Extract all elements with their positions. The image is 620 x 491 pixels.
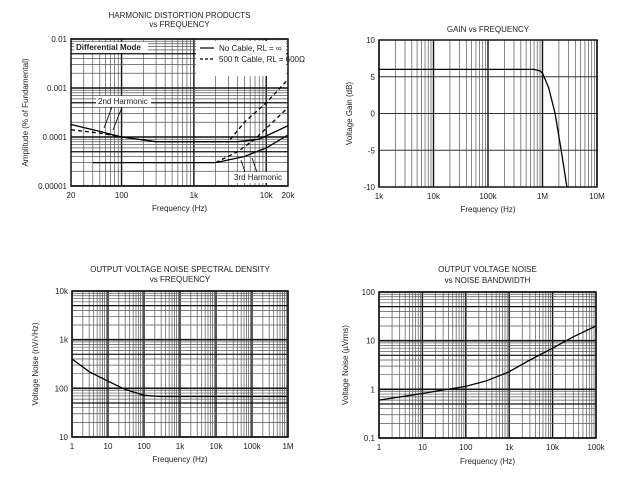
x-tick-label: 1M — [282, 442, 293, 451]
y-tick-label: 1 — [371, 385, 376, 394]
x-tick-label: 10M — [589, 192, 605, 201]
y-tick-label: 1k — [60, 336, 69, 345]
plot-frame — [71, 290, 289, 438]
mode-label-bg — [74, 42, 148, 53]
y-tick-label: 5 — [371, 73, 376, 82]
plot-frame — [378, 39, 598, 188]
series-line-1 — [70, 123, 289, 143]
x-tick-label: 20 — [67, 191, 76, 200]
chart-title: OUTPUT VOLTAGE NOISE SPECTRAL DENSITY — [90, 265, 270, 274]
chart-title: OUTPUT VOLTAGE NOISE — [438, 265, 537, 274]
x-tick-label: 10 — [104, 442, 113, 451]
grid — [378, 291, 597, 439]
chart-4: OUTPUT VOLTAGE NOISE vs NOISE BANDWIDTH 1 1… — [341, 265, 606, 466]
x-tick-label: 1k — [176, 442, 185, 451]
x-tick-label: 1 — [70, 442, 75, 451]
x-tick-label: 20k — [282, 191, 296, 200]
chart-subtitle: vs NOISE BANDWIDTH — [445, 276, 531, 285]
x-tick-label: 10k — [210, 442, 224, 451]
x-tick-label: 1k — [505, 443, 514, 452]
x-tick-label: 10 — [418, 443, 427, 452]
x-tick-label: 1k — [190, 191, 199, 200]
x-tick-label: 100k — [479, 192, 497, 201]
grid — [71, 290, 289, 438]
x-tick-label: 100 — [137, 442, 151, 451]
x-tick-label: 100k — [243, 442, 261, 451]
mode-label: Differential Mode — [76, 43, 141, 52]
y-tick-label: 10 — [366, 36, 375, 45]
x-axis-label: Frequency (Hz) — [460, 457, 515, 466]
annotation-arrow — [240, 159, 246, 173]
x-tick-label: 10k — [546, 443, 560, 452]
y-tick-label: -5 — [368, 146, 376, 155]
y-tick-label: 0.001 — [47, 84, 68, 93]
x-tick-label: 100 — [115, 191, 129, 200]
y-tick-label: 0.00001 — [38, 182, 67, 191]
legend-entry: 500 ft Cable, RL = 600Ω — [219, 55, 305, 64]
x-tick-label: 100k — [587, 443, 605, 452]
annotation-arrow — [251, 157, 258, 173]
y-tick-label: 0.1 — [364, 434, 376, 443]
annotation-3rd-harmonic: 3rd Harmonic — [234, 173, 282, 182]
chart-subtitle: vs FREQUENCY — [150, 275, 211, 284]
chart-title: HARMONIC DISTORTION PRODUCTS — [109, 11, 251, 20]
y-axis-label: Amplitude (% of Fundamental) — [21, 58, 30, 166]
plot-frame — [70, 38, 289, 187]
series-line-4 — [215, 107, 289, 164]
legend-entry: No Cable, RL = ∞ — [219, 44, 282, 53]
annotation-arrow — [112, 106, 123, 131]
chart-title: GAIN vs FREQUENCY — [447, 25, 530, 34]
x-tick-label: 10k — [427, 192, 441, 201]
y-tick-label: 0.01 — [51, 35, 67, 44]
y-tick-label: 10 — [366, 337, 375, 346]
y-axis-label: Voltage Noise (nV/√Hz) — [31, 322, 40, 405]
grid — [378, 39, 598, 188]
series-line-1 — [379, 68, 568, 188]
y-tick-label: 100 — [55, 384, 69, 393]
annotation-bg — [96, 96, 151, 107]
series-line-1 — [378, 325, 597, 401]
y-tick-label: 0 — [371, 110, 376, 119]
x-axis-label: Frequency (Hz) — [152, 204, 207, 213]
x-tick-label: 10k — [260, 191, 274, 200]
y-tick-label: 0.0001 — [43, 133, 68, 142]
x-tick-label: 1 — [377, 443, 382, 452]
y-tick-label: 10k — [55, 287, 69, 296]
annotation-2nd-harmonic: 2nd Harmonic — [98, 97, 148, 106]
x-tick-label: 100 — [459, 443, 473, 452]
y-tick-label: 100 — [362, 288, 376, 297]
y-axis-label: Voltage Gain (dB) — [345, 82, 354, 145]
chart-subtitle: vs FREQUENCY — [149, 20, 210, 29]
annotation-arrow — [103, 106, 113, 129]
annotation-bg — [232, 172, 286, 183]
y-tick-label: 10 — [59, 433, 68, 442]
y-tick-label: -10 — [363, 183, 375, 192]
chart-2: GAIN vs FREQUENCY 1k 10k 100k 1M 10M -10 -5 0 5 10… — [345, 25, 605, 214]
plot-frame — [378, 291, 597, 439]
x-tick-label: 1M — [537, 192, 548, 201]
x-axis-label: Frequency (Hz) — [152, 455, 207, 464]
series-line-2 — [70, 78, 289, 143]
chart-3: OUTPUT VOLTAGE NOISE SPECTRAL DENSITYvs … — [31, 265, 294, 464]
x-tick-label: 1k — [375, 192, 384, 201]
series-line-1 — [71, 358, 288, 398]
x-axis-label: Frequency (Hz) — [460, 205, 515, 214]
y-axis-label: Voltage Noise (µVrms) — [341, 325, 350, 405]
